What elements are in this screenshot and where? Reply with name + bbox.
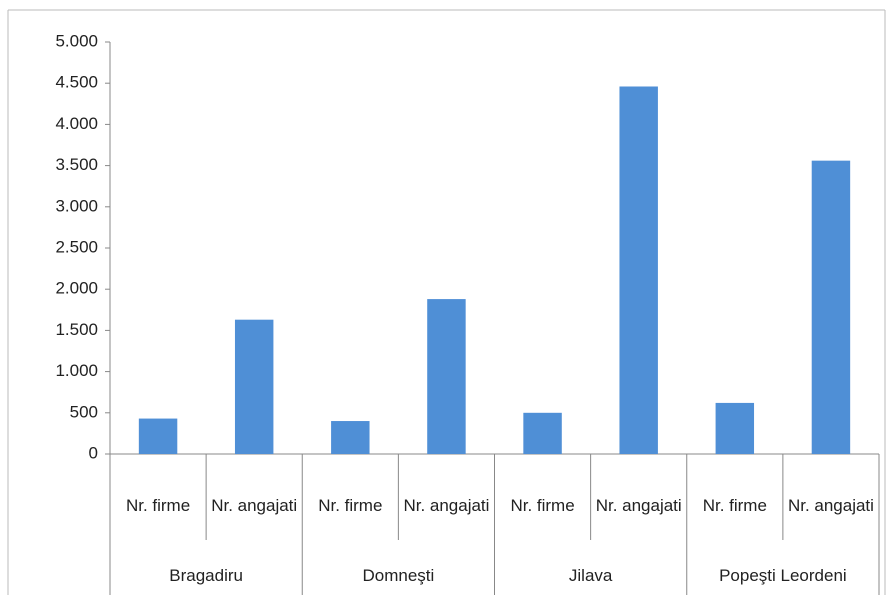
- y-tick-label: 500: [70, 402, 98, 421]
- bar: [715, 402, 755, 454]
- y-tick-label: 1.500: [55, 320, 98, 339]
- group-label: Domneşti: [362, 566, 435, 585]
- x-tick-label: Nr. firme: [125, 495, 191, 515]
- bar: [523, 412, 562, 454]
- y-tick-label: 3.500: [55, 155, 98, 174]
- bar: [619, 86, 658, 454]
- y-tick-label: 2.000: [55, 279, 98, 298]
- x-tick-label: Nr. firme: [702, 495, 767, 515]
- group-label: Jilava: [568, 566, 613, 585]
- y-tick-label: 2.500: [55, 237, 98, 256]
- bar: [331, 421, 370, 454]
- y-tick-label: 4.500: [55, 73, 98, 92]
- x-tick-label: Nr. angajati: [787, 495, 874, 515]
- y-tick-label: 3.000: [55, 196, 98, 215]
- bar: [234, 319, 274, 454]
- y-tick-label: 4.000: [55, 114, 98, 133]
- y-tick-label: 0: [89, 443, 98, 462]
- bar: [427, 299, 466, 454]
- x-tick-label: Nr. firme: [318, 495, 383, 515]
- x-tick-label: Nr. angajati: [211, 495, 298, 515]
- bar: [138, 418, 178, 454]
- bar: [811, 160, 851, 454]
- x-tick-label: Nr. firme: [510, 495, 575, 515]
- y-tick-label: 5.000: [55, 31, 98, 50]
- x-tick-label: Nr. angajati: [595, 495, 682, 515]
- x-tick-label: Nr. angajati: [403, 495, 490, 515]
- y-tick-label: 1.000: [55, 361, 98, 380]
- group-label: Popeşti Leordeni: [719, 566, 847, 585]
- group-label: Bragadiru: [169, 566, 243, 585]
